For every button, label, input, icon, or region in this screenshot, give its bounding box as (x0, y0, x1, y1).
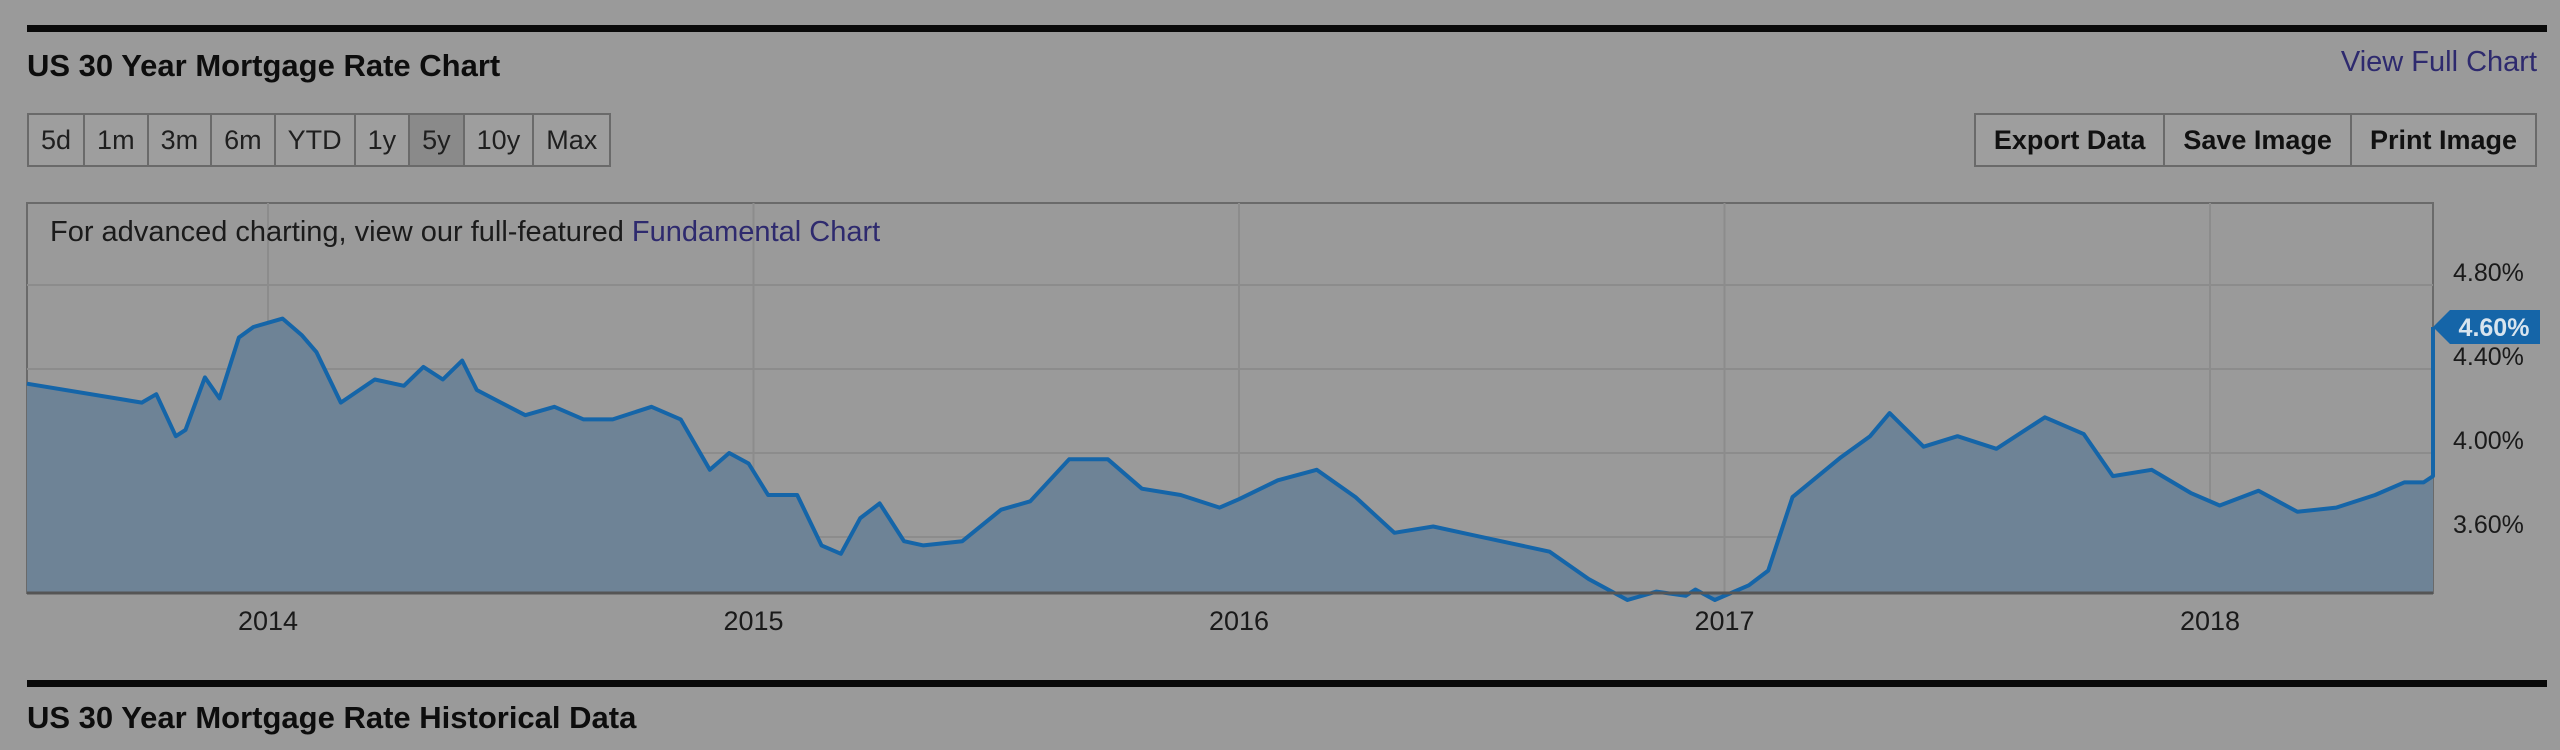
print-image-button[interactable]: Print Image (2351, 115, 2535, 165)
rate-line (26, 316, 2435, 602)
range-button-1m[interactable]: 1m (85, 115, 149, 165)
range-button-1y[interactable]: 1y (355, 115, 411, 165)
range-button-5y[interactable]: 5y (410, 115, 465, 165)
export-data-button[interactable]: Export Data (1975, 115, 2166, 165)
save-image-button[interactable]: Save Image (2165, 115, 2352, 165)
value-badge-text: 4.60% (2459, 314, 2530, 342)
range-button-10y[interactable]: 10y (464, 115, 535, 165)
x-tick-label: 2015 (723, 606, 783, 636)
section-rule (27, 680, 2547, 687)
y-tick-label: 4.40% (2453, 343, 2524, 371)
x-tick-label: 2017 (1694, 606, 1754, 636)
y-tick-label: 4.00% (2453, 427, 2524, 455)
value-badge-shape (2433, 310, 2540, 344)
chart-actions: Export Data Save Image Print Image (1973, 113, 2537, 167)
y-axis-labels: 4.80% 4.40% 4.00% 3.60% (2453, 259, 2524, 539)
advanced-charting-note: For advanced charting, view our full-fea… (50, 216, 880, 249)
x-tick-label: 2018 (2180, 606, 2240, 636)
historical-data-title: US 30 Year Mortgage Rate Historical Data (27, 700, 637, 735)
range-button-5d[interactable]: 5d (29, 115, 86, 165)
chart-title: US 30 Year Mortgage Rate Chart (27, 48, 501, 83)
x-axis-labels: 2014 2015 2016 2017 2018 (238, 606, 2240, 636)
range-button-ytd[interactable]: YTD (275, 115, 356, 165)
promo-text: For advanced charting, view our full-fea… (50, 216, 632, 248)
x-tick-label: 2014 (238, 606, 298, 636)
range-button-6m[interactable]: 6m (212, 115, 276, 165)
range-button-max[interactable]: Max (534, 115, 610, 165)
area-fill (27, 318, 2433, 600)
y-tick-label: 4.80% (2453, 259, 2524, 287)
current-value-badge: 4.60% (2433, 310, 2540, 344)
y-tick-label: 3.60% (2453, 511, 2524, 539)
time-range-selector: 5d 1m 3m 6m YTD 1y 5y 10y Max (27, 113, 612, 167)
top-rule (27, 25, 2547, 32)
range-button-3m[interactable]: 3m (148, 115, 213, 165)
view-full-chart-link[interactable]: View Full Chart (2340, 46, 2537, 78)
x-tick-label: 2016 (1209, 606, 1269, 636)
fundamental-chart-link[interactable]: Fundamental Chart (631, 216, 881, 248)
